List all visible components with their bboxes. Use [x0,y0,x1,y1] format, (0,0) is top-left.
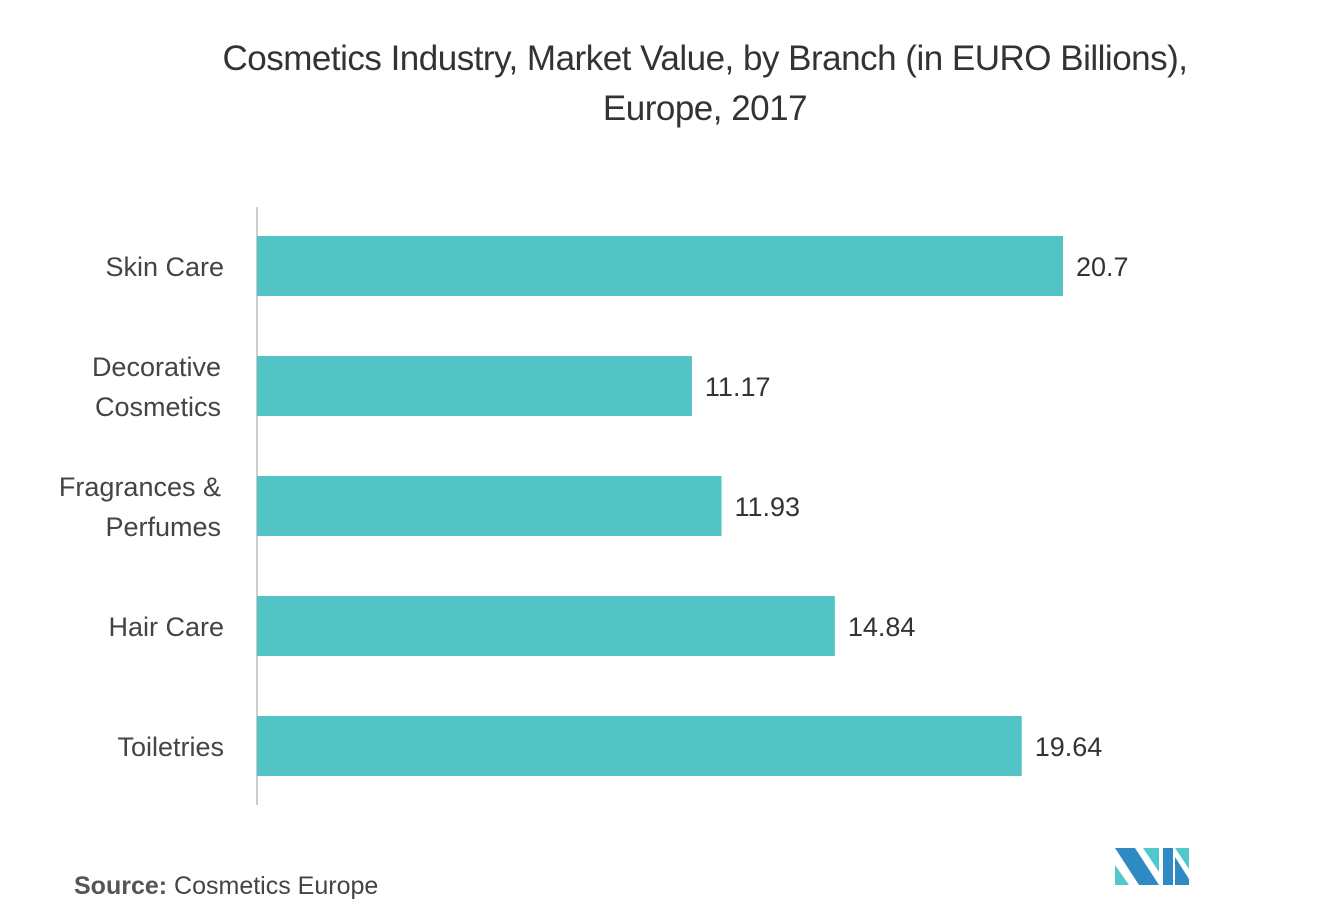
category-label: Fragrances & [59,472,221,502]
source-label: Source: [74,872,168,900]
chart-title: Cosmetics Industry, Market Value, by Bra… [222,39,1188,128]
bar [257,596,835,656]
data-label: 19.64 [1035,732,1103,762]
data-label: 20.7 [1076,252,1129,282]
bar [257,476,722,536]
bar [257,356,692,416]
data-label: 11.93 [735,492,801,522]
category-label: Hair Care [108,612,224,642]
source-text: Cosmetics Europe [174,872,379,900]
bar [257,716,1022,776]
category-label: Skin Care [105,252,224,282]
bar [257,236,1063,296]
company-logo [1115,848,1189,885]
category-label: Cosmetics [95,392,221,422]
category-label: Decorative [92,352,221,382]
data-label: 11.17 [705,372,771,402]
category-label: Toiletries [117,732,224,762]
source-note: Source: Cosmetics Europe [74,872,378,901]
category-label: Perfumes [105,512,221,542]
data-label: 14.84 [848,612,916,642]
